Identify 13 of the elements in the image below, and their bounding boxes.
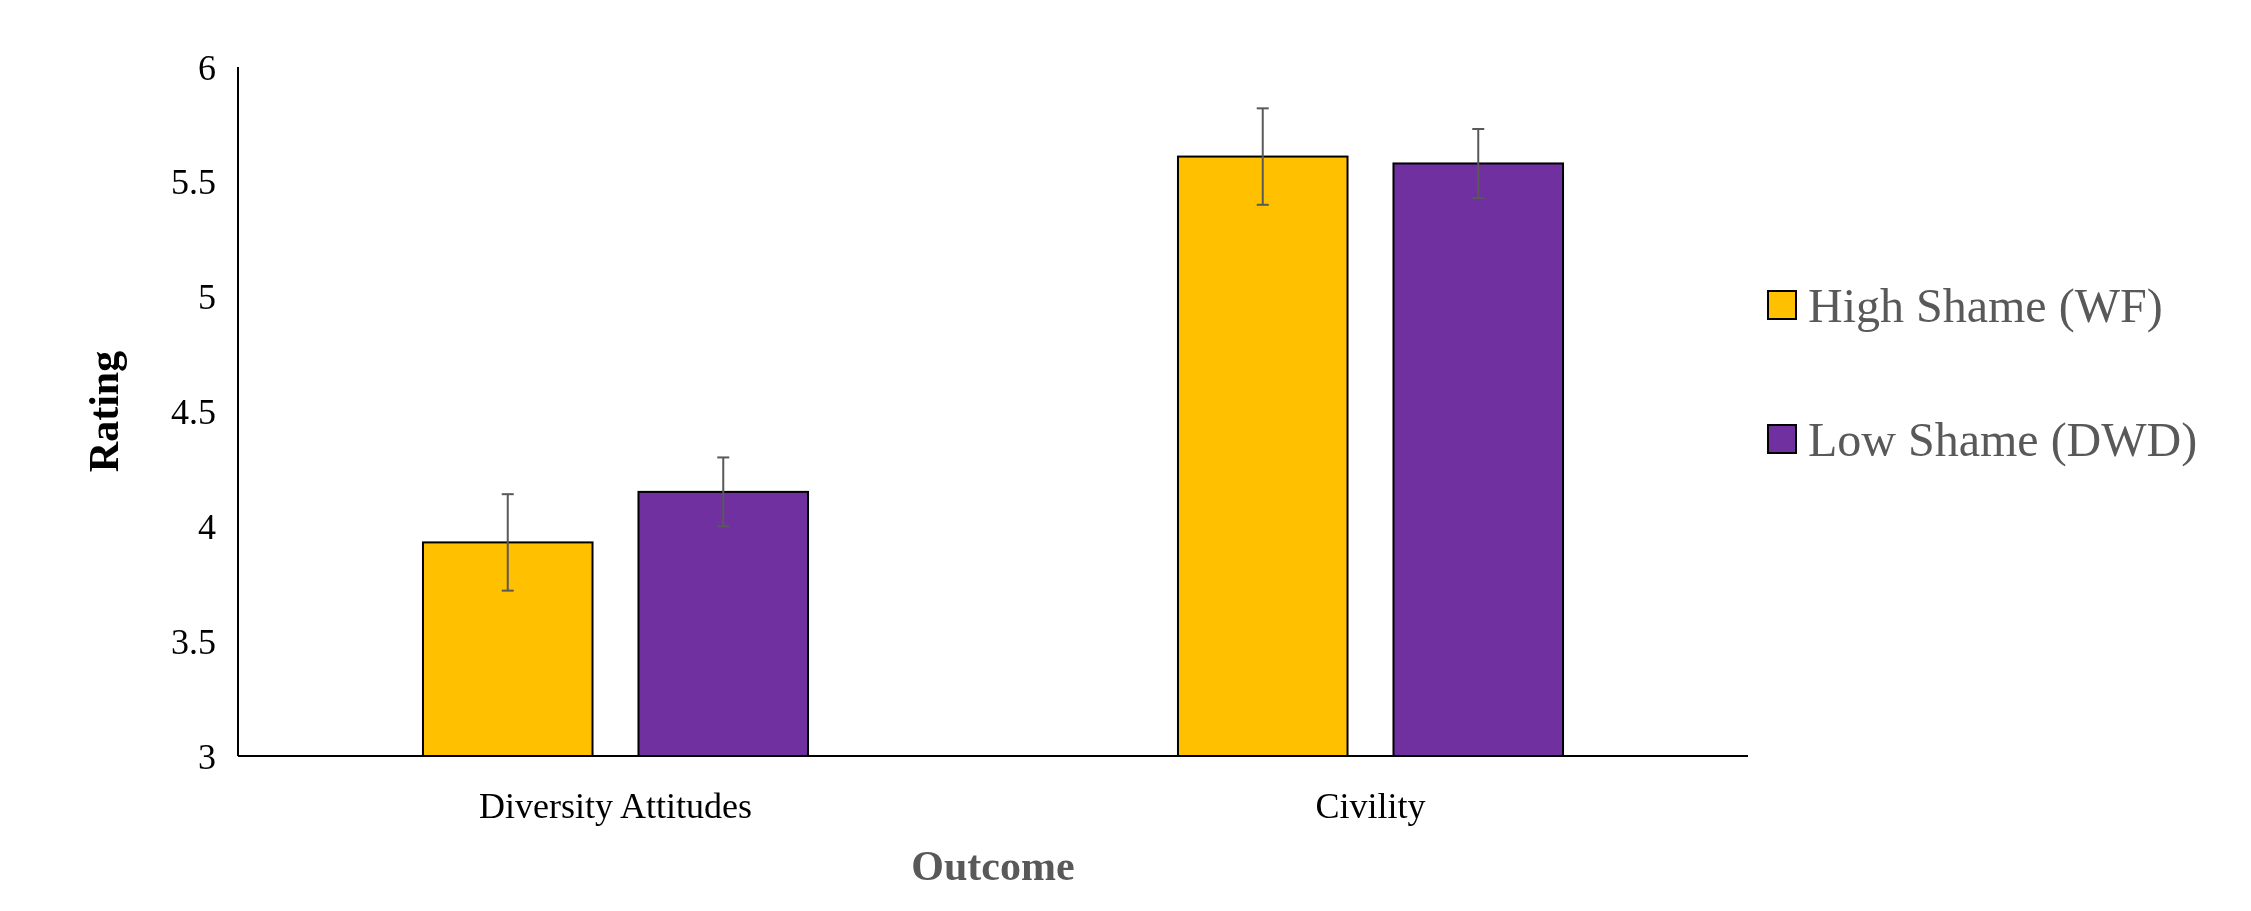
y-tick-label: 4 xyxy=(198,506,216,547)
y-axis-title: Rating xyxy=(81,350,127,473)
y-tick-label: 3 xyxy=(198,736,216,777)
x-tick-label: Civility xyxy=(1315,786,1426,826)
x-axis-title: Outcome xyxy=(911,843,1075,889)
y-tick-label: 6 xyxy=(198,47,216,88)
y-tick-label: 4.5 xyxy=(171,392,216,433)
legend-label: Low Shame (DWD) xyxy=(1808,412,2198,467)
y-tick-label: 5.5 xyxy=(171,162,216,203)
y-tick-label: 5 xyxy=(198,277,216,318)
legend-label: High Shame (WF) xyxy=(1808,278,2163,333)
x-tick-label: Diversity Attitudes xyxy=(479,786,752,826)
y-tick-label: 3.5 xyxy=(171,621,216,662)
